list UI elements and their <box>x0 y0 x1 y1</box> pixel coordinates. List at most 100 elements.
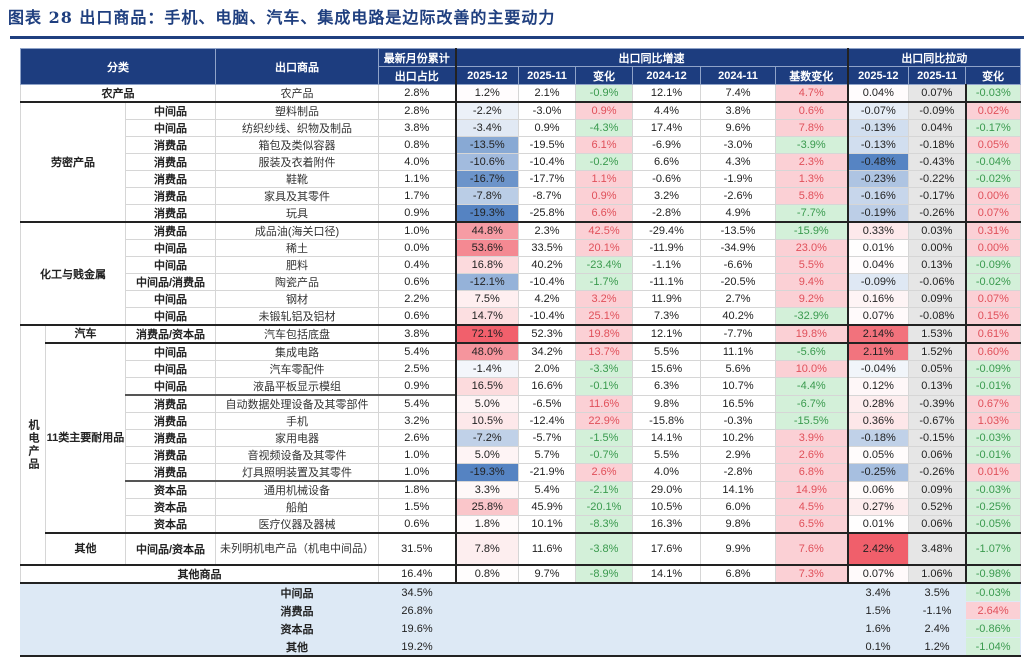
table-row: 中间品 液晶平板显示模组 0.9% 16.5% 16.6% -0.1% 6.3% 10.7% -… <box>21 377 1022 396</box>
cell-pull-change: 0.00% <box>964 187 1022 205</box>
subcategory-label: 其他 <box>45 532 126 566</box>
export-share: 0.4% <box>378 256 457 274</box>
cell-growth-2024-11: 2.9% <box>700 446 777 464</box>
table-row: 中间品 钢材 2.2% 7.5% 4.2% 3.2% 11.9% 2.7% 9.2% 0.16% 0… <box>21 290 1022 308</box>
goods-type: 中间品/消费品 <box>124 273 217 291</box>
cell-pull-2025-12: 0.12% <box>846 377 910 396</box>
cell-pull-change: -0.03% <box>964 429 1022 447</box>
product-name: 液晶平板显示模组 <box>215 377 380 396</box>
header-pull-change: 变化 <box>965 66 1022 85</box>
cell-growth-2024-11: 6.0% <box>700 498 777 516</box>
cell-pull-2025-11: 0.07% <box>908 84 967 103</box>
product-name: 成品油(海关口径) <box>215 221 380 240</box>
cell-base-change: 9.2% <box>775 290 849 308</box>
header-share-line2: 出口占比 <box>378 66 457 85</box>
product-name: 家具及其零件 <box>215 187 380 205</box>
cell-base-change: 5.5% <box>775 256 849 274</box>
cell-base-change: 6.8% <box>775 463 849 482</box>
export-share: 16.4% <box>378 564 457 584</box>
cell-growth-2025-11: 5.4% <box>518 480 577 499</box>
cell-growth-2025-11: 33.5% <box>518 239 577 257</box>
cell-growth-2025-11: 34.2% <box>518 342 577 361</box>
product-name: 稀土 <box>215 239 380 257</box>
cell-pull-2025-11: 0.09% <box>908 480 967 499</box>
cell-pull-change: -0.17% <box>964 119 1022 137</box>
goods-type: 中间品 <box>124 239 217 257</box>
cell-growth-change: -0.2% <box>575 153 634 171</box>
export-share: 2.6% <box>378 429 457 447</box>
cell-pull-2025-12: 0.07% <box>846 564 910 584</box>
product-name: 自动数据处理设备及其零部件 <box>215 394 380 413</box>
cell-pull-2025-12: -0.04% <box>846 360 910 378</box>
goods-type: 资本品 <box>124 498 217 516</box>
cell-growth-2025-11: -17.7% <box>518 170 577 188</box>
cell-growth-2025-12: 3.3% <box>454 480 520 499</box>
summary-pull-2025-12: 1.6% <box>847 619 910 638</box>
export-share: 3.8% <box>378 119 457 137</box>
cell-pull-2025-12: 0.06% <box>846 480 910 499</box>
cell-base-change: 14.9% <box>775 480 849 499</box>
cell-growth-2024-11: -6.6% <box>700 256 777 274</box>
cell-growth-2025-12: -7.2% <box>454 429 520 447</box>
export-share: 0.6% <box>378 273 457 291</box>
table-row: 资本品 船舶 1.5% 25.8% 45.9% -20.1% 10.5% 6.0% 4.5% 0.… <box>21 498 1022 516</box>
cell-pull-2025-11: -0.43% <box>908 153 967 171</box>
cell-pull-change: 1.03% <box>964 412 1022 430</box>
cell-base-change: -5.6% <box>775 342 849 361</box>
product-name: 音视频设备及其零件 <box>215 446 380 464</box>
product-name: 陶瓷产品 <box>215 273 380 291</box>
cell-growth-2024-12: 5.5% <box>632 446 702 464</box>
cell-growth-2025-12: 1.8% <box>454 515 520 534</box>
category-label: 机电产品 <box>20 324 46 566</box>
product-name: 通用机械设备 <box>215 480 380 499</box>
export-share: 5.4% <box>378 342 457 361</box>
cell-growth-2025-11: -10.4% <box>518 307 577 326</box>
cell-growth-2025-11: -10.4% <box>518 153 577 171</box>
cell-growth-2025-12: -19.3% <box>454 463 520 482</box>
summary-label: 其他 <box>215 637 380 657</box>
cell-growth-2025-11: -19.5% <box>518 136 577 154</box>
cell-pull-change: -0.03% <box>964 480 1022 499</box>
header-base-change: 基数变化 <box>775 66 849 85</box>
cell-pull-change: 0.01% <box>964 463 1022 482</box>
goods-type: 消费品 <box>124 463 217 482</box>
export-share: 0.9% <box>378 204 457 223</box>
goods-type: 中间品 <box>124 342 217 361</box>
goods-type: 消费品/资本品 <box>124 324 217 344</box>
goods-type: 消费品 <box>124 136 217 154</box>
cell-growth-2025-12: 44.8% <box>454 221 520 240</box>
summary-spacer <box>455 619 849 638</box>
cell-growth-2024-12: 6.6% <box>632 153 702 171</box>
cell-growth-2025-11: 5.7% <box>518 446 577 464</box>
cell-growth-change: 3.2% <box>575 290 634 308</box>
cell-growth-2024-11: 4.3% <box>700 153 777 171</box>
cell-growth-2024-11: -20.5% <box>700 273 777 291</box>
summary-label: 中间品 <box>215 582 380 602</box>
cell-pull-change: -0.03% <box>964 84 1022 103</box>
subcategory-label: 11类主要耐用品 <box>45 342 126 534</box>
header-growth-2024-11: 2024-11 <box>700 66 777 85</box>
summary-spacer <box>19 619 217 638</box>
cell-growth-2025-11: 2.0% <box>518 360 577 378</box>
cell-pull-2025-12: -0.16% <box>846 187 910 205</box>
cell-base-change: 23.0% <box>775 239 849 257</box>
cell-base-change: -32.9% <box>775 307 849 326</box>
cell-pull-change: -0.25% <box>964 498 1022 516</box>
category-label: 农产品 <box>19 84 217 103</box>
header-growth-2025-11: 2025-11 <box>518 66 577 85</box>
export-share: 3.2% <box>378 412 457 430</box>
cell-growth-2025-12: 7.5% <box>454 290 520 308</box>
cell-growth-change: 0.9% <box>575 101 634 120</box>
cell-growth-2025-11: -12.4% <box>518 412 577 430</box>
cell-pull-2025-11: 0.06% <box>908 446 967 464</box>
header-pull-2025-11: 2025-11 <box>908 66 967 85</box>
cell-growth-2024-12: 15.6% <box>632 360 702 378</box>
product-name: 肥料 <box>215 256 380 274</box>
summary-spacer <box>455 582 849 602</box>
cell-pull-2025-11: -0.15% <box>908 429 967 447</box>
product-name: 医疗仪器及器械 <box>215 515 380 534</box>
cell-pull-2025-12: -0.48% <box>846 153 910 171</box>
summary-label: 资本品 <box>215 619 380 638</box>
header-share-line1: 最新月份累计 <box>378 48 457 67</box>
summary-row: 中间品 34.5% 3.4% 3.5% -0.03% <box>19 582 1022 602</box>
